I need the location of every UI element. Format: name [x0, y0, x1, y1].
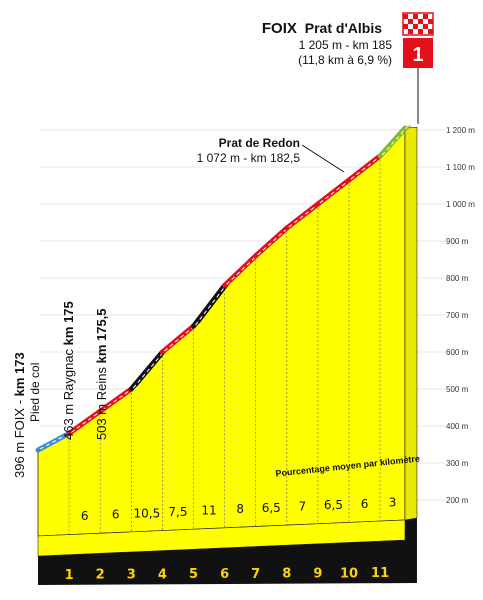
profile-segment — [128, 349, 165, 392]
y-tick-label: 1 200 m — [446, 126, 475, 135]
profile-segment — [253, 225, 290, 259]
profile-segment — [222, 253, 259, 288]
base-label-reins: 503 m Reins km 175,5 — [94, 308, 109, 440]
km-label: 3 — [127, 567, 136, 582]
profile-segment — [191, 282, 228, 329]
y-tick-label: 600 m — [446, 348, 469, 357]
base-label-foix-bold: km 173 — [12, 352, 27, 396]
profile-centerline — [381, 126, 408, 156]
summit-altitude: 1 205 m - km 185 — [299, 38, 393, 52]
profile-centerline — [132, 350, 165, 389]
y-tick-label: 400 m — [446, 422, 469, 431]
gradient-strip — [37, 519, 406, 557]
grade-label-upper: 6 — [81, 509, 89, 523]
km-label: 6 — [220, 567, 229, 582]
flag-check — [403, 24, 408, 29]
summit-name-rest: Prat d'Albis — [305, 20, 382, 36]
y-tick-label: 1 000 m — [446, 200, 475, 209]
km-label: 7 — [251, 567, 260, 582]
summit-name-bold: FOIX — [262, 20, 297, 37]
km-label: 9 — [313, 566, 322, 581]
profile-centerline — [226, 254, 259, 285]
y-tick-label: 500 m — [446, 385, 469, 394]
flag-check — [408, 19, 413, 24]
midpoint-altitude: 1 072 m - km 182,5 — [197, 151, 301, 165]
profile-centerline — [70, 409, 103, 433]
y-tick-label: 300 m — [446, 459, 469, 468]
base-label-foix-light: 396 m FOIX - — [12, 396, 27, 478]
category-number: 1 — [412, 44, 423, 66]
base-label-foix-sub: Pied de col — [28, 363, 42, 422]
base-label-raygnac-light: 463 m Raygnac — [61, 345, 76, 440]
flag-check — [413, 14, 418, 19]
grade-label-upper: 6,5 — [262, 501, 281, 515]
km-label: 10 — [340, 566, 358, 581]
midpoint-marker-line — [301, 144, 345, 173]
y-tick-label: 200 m — [446, 496, 469, 505]
km-label: 11 — [371, 566, 389, 581]
km-label: 4 — [158, 567, 167, 582]
category-badge: 1 — [403, 38, 433, 68]
grade-label-upper: 10,5 — [133, 506, 160, 520]
base-label-raygnac-bold: km 175 — [61, 301, 76, 345]
flag-check — [428, 19, 433, 24]
ground-strip — [37, 518, 417, 585]
flag-check — [413, 24, 418, 29]
y-tick-label: 700 m — [446, 311, 469, 320]
grade-label-upper: 7,5 — [168, 505, 187, 519]
flag-check — [403, 14, 408, 19]
km-label: 2 — [96, 568, 105, 583]
summit-title: FOIX Prat d'Albis — [262, 20, 382, 37]
grade-label-upper: 11 — [201, 504, 216, 518]
km-label: 1 — [65, 568, 74, 583]
profile-centerline — [195, 284, 227, 326]
flag-check — [418, 29, 423, 34]
grade-label-upper: 8 — [236, 502, 244, 516]
grade-labels: 6 6 10,5 7,5 11 8 6,5 7 6,5 6 3 — [81, 496, 397, 523]
flag-check — [423, 14, 428, 19]
profile-centerline — [39, 431, 72, 450]
flag-check — [423, 24, 428, 29]
km-labels: 1 2 3 4 5 6 7 8 9 10 11 — [65, 566, 390, 583]
profile-segment — [159, 323, 196, 355]
km-label: 5 — [189, 567, 198, 582]
y-tick-label: 900 m — [446, 237, 469, 246]
flag-check — [408, 29, 413, 34]
base-label-reins-bold: km 175,5 — [94, 308, 109, 363]
flag-check — [428, 29, 433, 34]
midpoint-name: Prat de Redon — [219, 136, 300, 150]
y-tick-label: 800 m — [446, 274, 469, 283]
grade-label-upper: 6 — [361, 497, 369, 511]
base-label-foix: 396 m FOIX - km 173 — [12, 352, 27, 478]
grade-label-upper: 6,5 — [324, 498, 343, 512]
flag-check — [418, 19, 423, 24]
base-label-reins-light: 503 m Reins — [94, 363, 109, 440]
grade-label-upper: 7 — [299, 499, 307, 513]
grade-label-upper: 6 — [112, 508, 120, 522]
km-label: 8 — [282, 567, 291, 582]
profile-line — [35, 124, 412, 453]
profile-centerline — [101, 387, 134, 411]
summit-flag-icon — [402, 12, 434, 36]
y-axis-ticks: 200 m 300 m 400 m 500 m 600 m 700 m 800 m 900 m… — [446, 126, 475, 505]
profile-segment — [377, 125, 408, 159]
base-label-raygnac: 463 m Raygnac km 175 — [61, 301, 76, 440]
y-tick-label: 1 100 m — [446, 163, 475, 172]
summit-stats: (11,8 km à 6,9 %) — [298, 53, 392, 67]
grade-label-upper: 3 — [389, 496, 397, 510]
